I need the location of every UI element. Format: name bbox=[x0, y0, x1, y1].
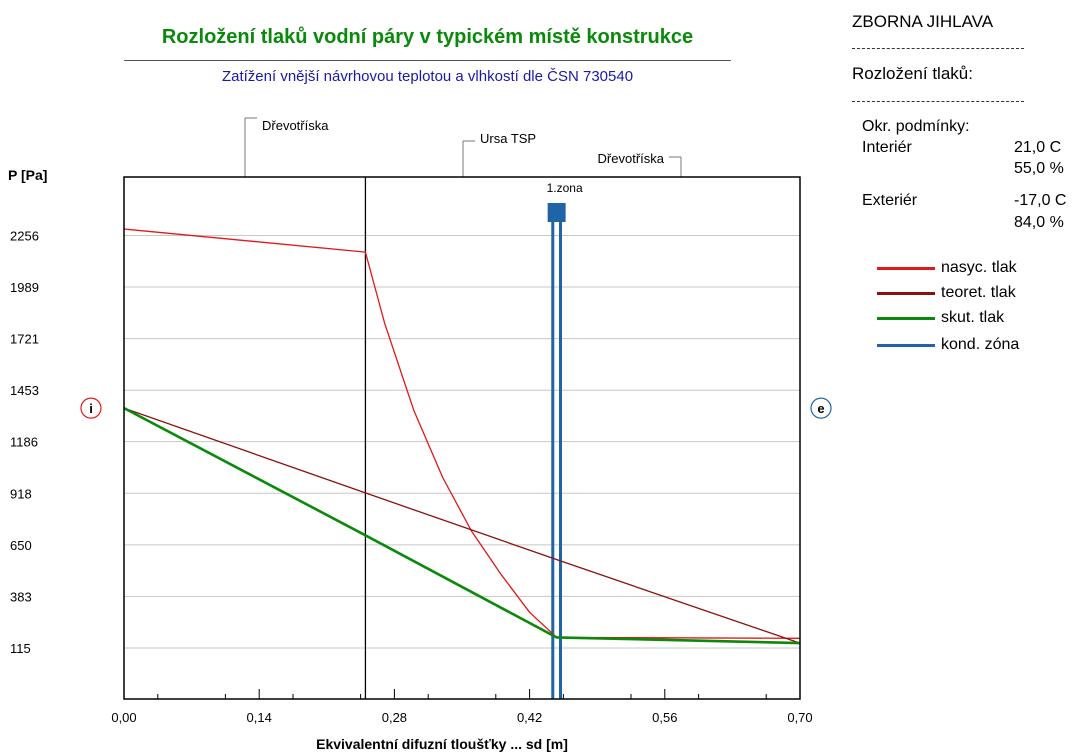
layer-label: Ursa TSP bbox=[480, 131, 536, 146]
exterior-label: Exteriér bbox=[862, 192, 918, 209]
series-line-actual bbox=[123, 406, 801, 645]
divider bbox=[852, 48, 1024, 49]
interior-temp: 21,0 C bbox=[1014, 139, 1062, 156]
y-tick-label: 2256 bbox=[10, 229, 39, 244]
legend-swatch bbox=[877, 344, 935, 347]
section-title: Rozložení tlaků: bbox=[852, 64, 973, 83]
layer-label: Dřevotříska bbox=[598, 151, 665, 166]
interior-marker bbox=[80, 397, 102, 419]
condensation-zone-marker bbox=[547, 203, 566, 222]
x-tick-label: 0,42 bbox=[517, 710, 542, 725]
legend-label: teoret. tlak bbox=[941, 284, 1016, 301]
legend-swatch bbox=[877, 317, 935, 320]
title-divider bbox=[124, 60, 731, 61]
project-name: ZBORNA JIHLAVA bbox=[852, 12, 994, 31]
legend-label: nasyc. tlak bbox=[941, 259, 1017, 276]
conditions-label: Okr. podmínky: bbox=[862, 118, 970, 135]
exterior-marker bbox=[810, 397, 832, 419]
plot-frame bbox=[123, 176, 801, 700]
legend-label: skut. tlak bbox=[941, 309, 1005, 326]
y-tick-label: 115 bbox=[10, 641, 31, 656]
chart-title: Rozložení tlaků vodní páry v typickém mí… bbox=[161, 26, 694, 48]
divider bbox=[852, 101, 1024, 102]
chart-subtitle: Zatížení vnější návrhovou teplotou a vlh… bbox=[221, 68, 634, 85]
exterior-temp: -17,0 C bbox=[1014, 192, 1067, 209]
y-tick-label: 918 bbox=[10, 486, 32, 501]
x-tick-label: 0,00 bbox=[111, 710, 136, 725]
series-line-theoretical bbox=[123, 407, 801, 644]
x-axis-label: Ekvivalentní difuzní tloušťky ... sd [m] bbox=[316, 736, 568, 752]
y-axis-label: P [Pa] bbox=[8, 167, 47, 183]
interior-marker-label: i bbox=[89, 401, 93, 416]
x-tick-label: 0,14 bbox=[247, 710, 272, 725]
x-tick-label: 0,28 bbox=[382, 710, 407, 725]
legend-swatch bbox=[877, 292, 935, 295]
y-tick-label: 1721 bbox=[10, 332, 39, 347]
y-tick-label: 1989 bbox=[10, 280, 39, 295]
exterior-marker-label: e bbox=[817, 401, 824, 416]
x-tick-label: 0,56 bbox=[652, 710, 677, 725]
zone-label: 1.zona bbox=[547, 181, 583, 195]
interior-label: Interiér bbox=[862, 139, 912, 156]
layer-label: Dřevotříska bbox=[262, 118, 329, 133]
interior-rh: 55,0 % bbox=[1014, 160, 1064, 177]
x-tick-label: 0,70 bbox=[787, 710, 812, 725]
y-tick-label: 650 bbox=[10, 538, 32, 553]
y-tick-label: 383 bbox=[10, 589, 32, 604]
y-tick-label: 1453 bbox=[10, 383, 39, 398]
series-line-saturated bbox=[123, 228, 801, 639]
legend-label: kond. zóna bbox=[941, 336, 1020, 353]
y-tick-label: 1186 bbox=[10, 435, 38, 450]
exterior-rh: 84,0 % bbox=[1014, 214, 1064, 231]
legend-swatch bbox=[877, 267, 935, 270]
